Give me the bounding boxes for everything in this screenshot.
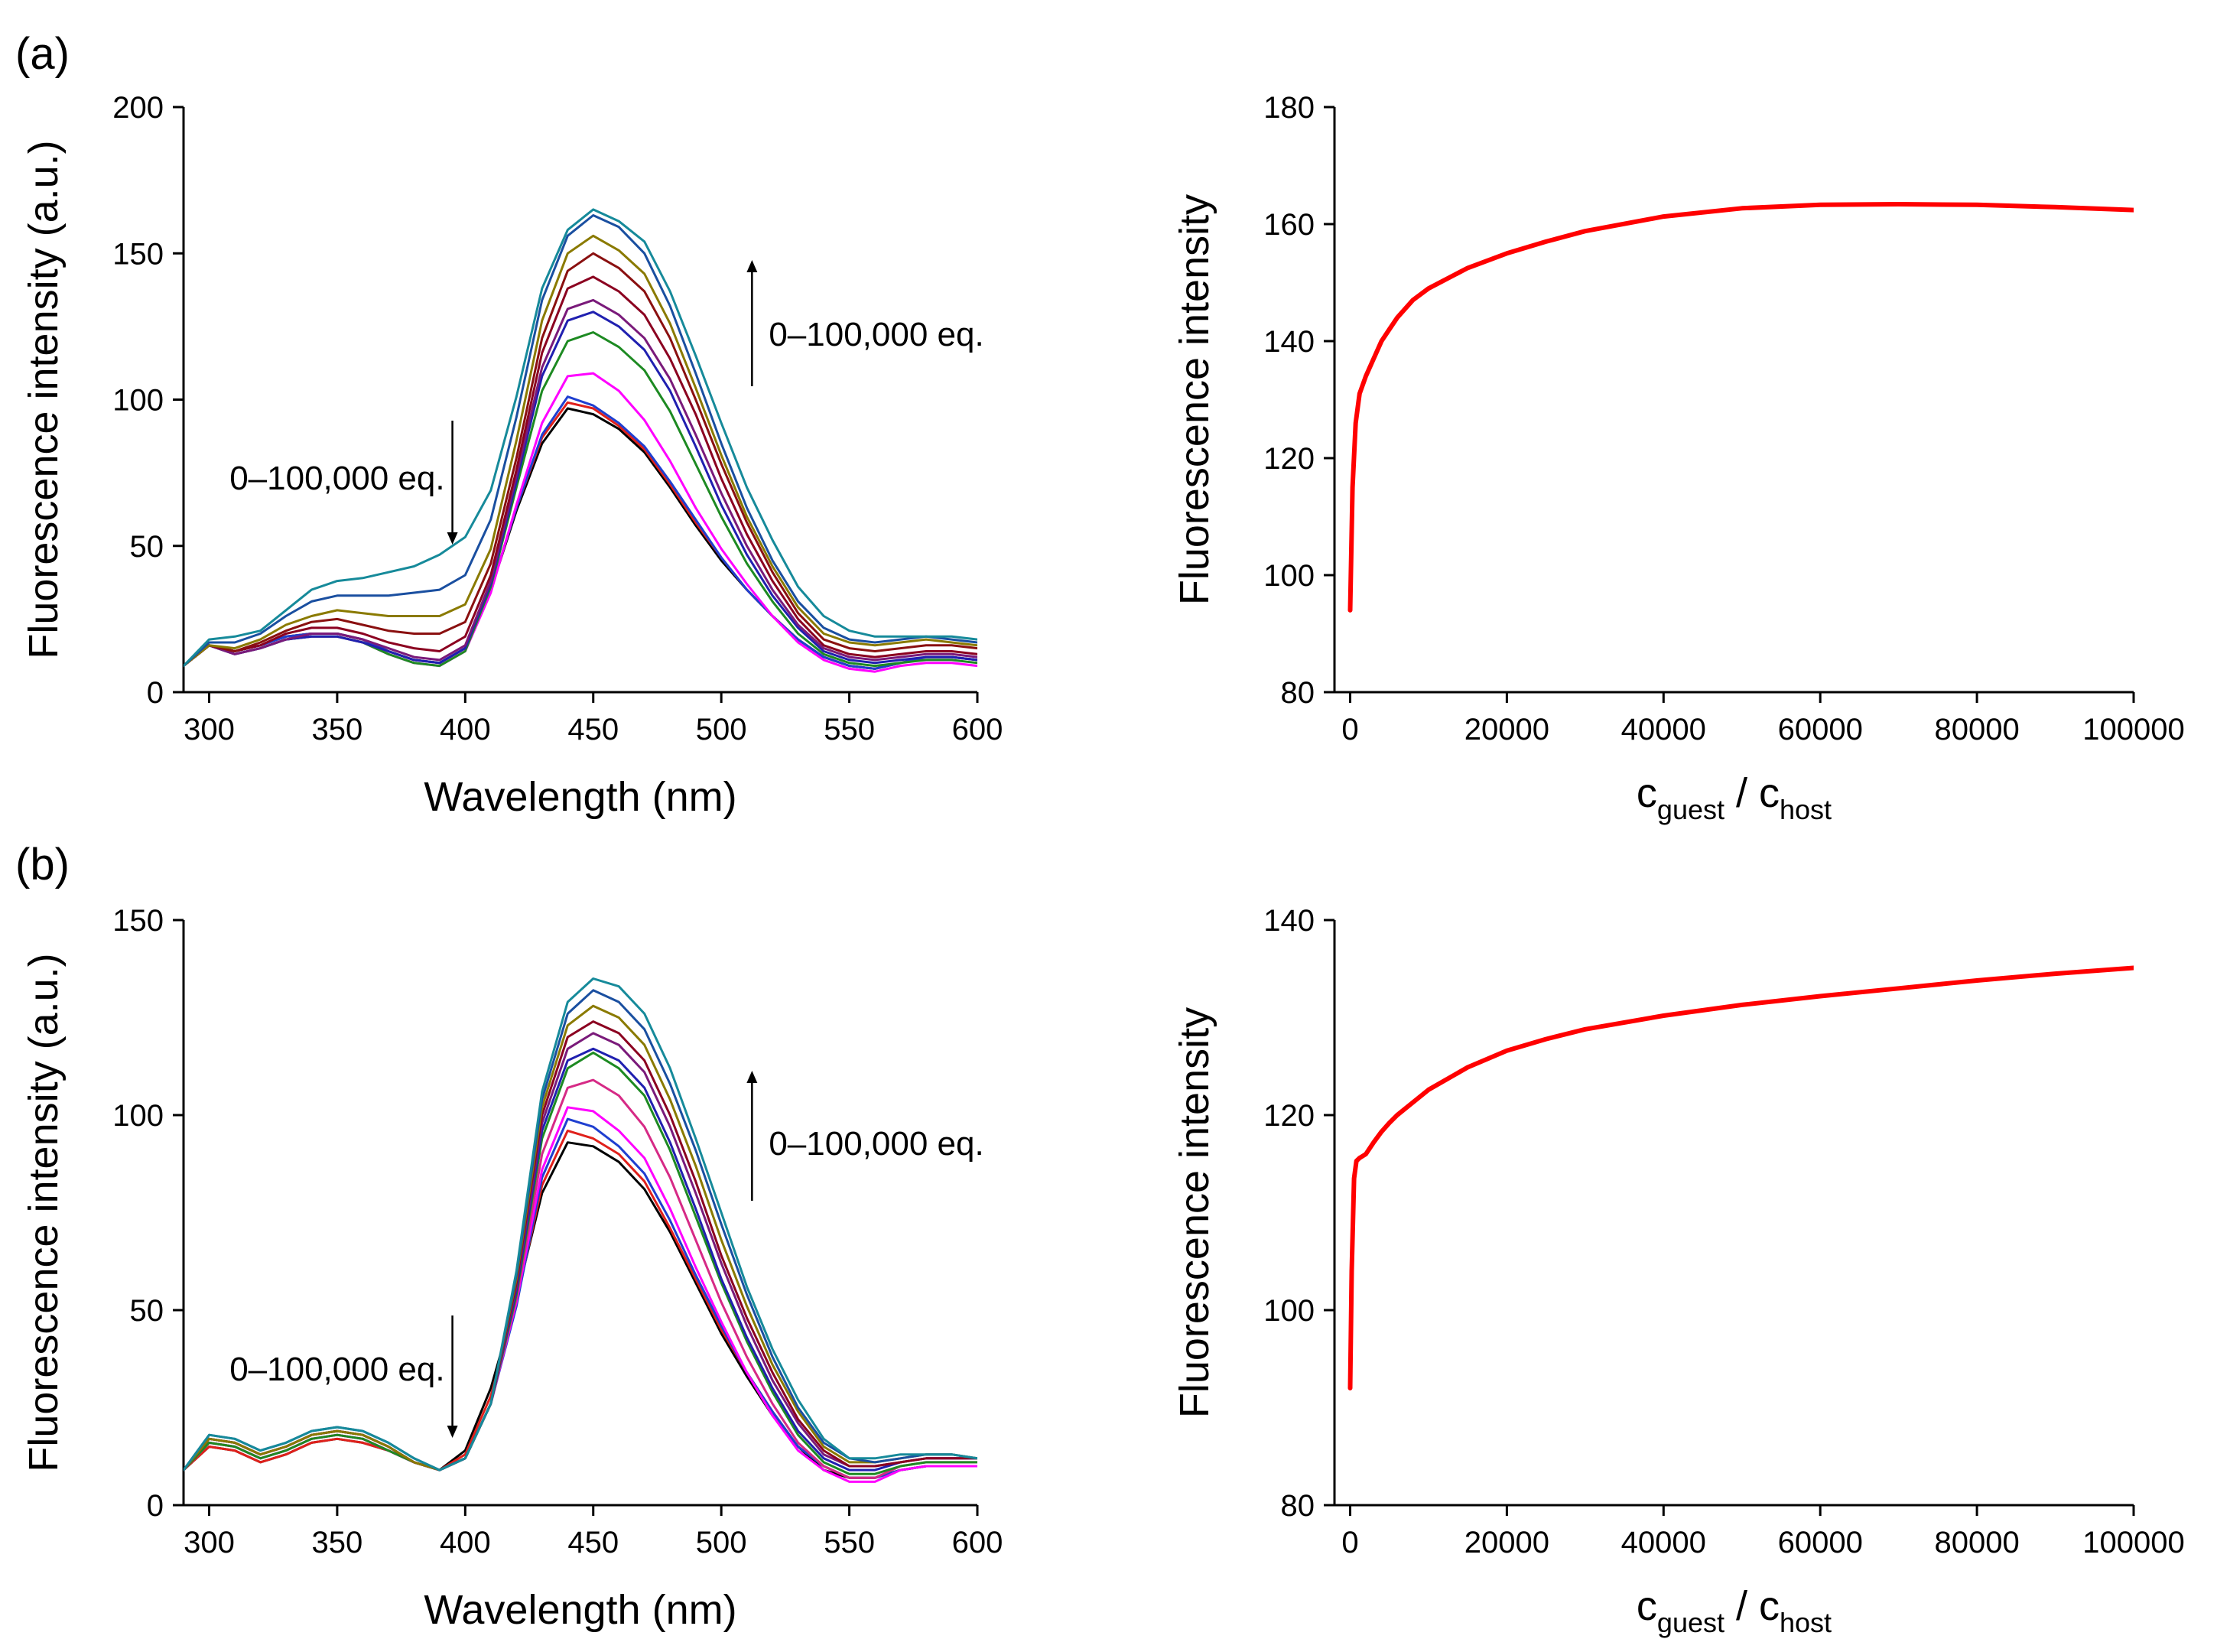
x-title-c: c xyxy=(1637,1583,1657,1629)
chart-a-right: 0 20000 40000 60000 80000 100000 80 100 120 140 16… xyxy=(1172,91,2185,825)
x-tick-label: 500 xyxy=(696,713,747,746)
x-title-sub-guest: guest xyxy=(1657,794,1725,825)
series-line-1 xyxy=(1347,965,2134,1390)
series-line-1 xyxy=(184,1141,977,1479)
series-line-7 xyxy=(184,298,977,668)
x-tick-label: 550 xyxy=(824,1526,875,1559)
annotation-arrow-head xyxy=(447,532,458,545)
y-tick-label: 140 xyxy=(1263,325,1315,359)
y-tick-label: 50 xyxy=(130,1294,164,1328)
x-tick-label: 550 xyxy=(824,713,875,746)
x-tick-label: 400 xyxy=(440,1526,491,1559)
series-line-3 xyxy=(184,1117,977,1479)
series-line-3 xyxy=(184,395,977,670)
y-tick-label: 150 xyxy=(112,237,164,271)
y-tick-label: 100 xyxy=(1263,1294,1315,1328)
annotation-arrow-head xyxy=(746,260,758,272)
x-tick-label: 350 xyxy=(312,713,363,746)
x-tick-label: 100000 xyxy=(2082,713,2184,746)
x-tick-label: 600 xyxy=(952,1526,1003,1559)
series-line-9 xyxy=(184,252,977,668)
x-tick-label: 40000 xyxy=(1621,713,1706,746)
x-tick-label: 400 xyxy=(440,713,491,746)
x-tick-label: 450 xyxy=(567,713,619,746)
annotation-arrow-head xyxy=(746,1071,758,1083)
x-tick-label: 0 xyxy=(1341,1526,1358,1559)
x-axis-title: cguest / chost xyxy=(1637,1583,1832,1638)
x-tick-label: 80000 xyxy=(1934,1526,2019,1559)
x-axis-title: Wavelength (nm) xyxy=(424,1587,736,1633)
series-line-8 xyxy=(184,1032,977,1472)
x-tick-label: 20000 xyxy=(1464,713,1549,746)
x-tick-label: 450 xyxy=(567,1526,619,1559)
chart-a-left: 300 350 400 450 500 550 600 0 50 100 150 200 Wavelen… xyxy=(21,91,1003,820)
annotation-label: 0–100,000 eq. xyxy=(229,1351,444,1388)
x-tick-label: 600 xyxy=(952,713,1003,746)
y-tick-label: 200 xyxy=(112,91,164,125)
series-line-9 xyxy=(184,1020,977,1472)
y-tick-label: 100 xyxy=(112,384,164,418)
y-axis-title: Fluorescence intensity (a.u.) xyxy=(21,140,67,659)
y-axis-title: Fluorescence intensity (a.u.) xyxy=(21,953,67,1472)
x-tick-label: 100000 xyxy=(2082,1526,2184,1559)
series-line-10 xyxy=(184,234,977,668)
series-line-7 xyxy=(184,1047,977,1472)
y-tick-label: 160 xyxy=(1263,208,1315,242)
annotation-arrow-head xyxy=(447,1426,458,1438)
series-line-2 xyxy=(184,1129,977,1479)
x-tick-label: 60000 xyxy=(1778,713,1863,746)
y-tick-label: 180 xyxy=(1263,91,1315,125)
series-line-11 xyxy=(184,214,977,668)
series-line-6 xyxy=(184,311,977,668)
series-line-10 xyxy=(184,1004,977,1472)
chart-b-left: 300 350 400 450 500 550 600 0 50 100 150 Wavelength… xyxy=(21,904,1003,1633)
series-line-6 xyxy=(184,1051,977,1475)
series-line-4 xyxy=(184,372,977,673)
y-tick-label: 0 xyxy=(147,1489,164,1523)
series-line-4 xyxy=(184,1106,977,1483)
x-axis-title: Wavelength (nm) xyxy=(424,774,736,820)
y-tick-label: 80 xyxy=(1281,1489,1315,1523)
series-line-12 xyxy=(184,208,977,668)
y-tick-label: 100 xyxy=(112,1099,164,1133)
x-title-sub-host: host xyxy=(1780,794,1832,825)
y-tick-label: 0 xyxy=(147,676,164,710)
annotation-label: 0–100,000 eq. xyxy=(769,1125,983,1163)
x-title-sub-guest: guest xyxy=(1657,1607,1725,1638)
x-tick-label: 40000 xyxy=(1621,1526,1706,1559)
series-line-1 xyxy=(1347,202,2134,613)
chart-b-right: 0 20000 40000 60000 80000 100000 80 100 120 140 cg… xyxy=(1172,904,2185,1638)
y-tick-label: 100 xyxy=(1263,559,1315,593)
x-tick-label: 20000 xyxy=(1464,1526,1549,1559)
annotation-label: 0–100,000 eq. xyxy=(769,316,983,353)
x-title-c: c xyxy=(1637,770,1657,816)
x-title-sub-host: host xyxy=(1780,1607,1832,1638)
panel-label-a: (a) xyxy=(15,29,70,79)
y-tick-label: 120 xyxy=(1263,1099,1315,1133)
x-tick-label: 80000 xyxy=(1934,713,2019,746)
series-line-8 xyxy=(184,275,977,668)
series-line-12 xyxy=(184,977,977,1472)
x-tick-label: 350 xyxy=(312,1526,363,1559)
panel-label-b: (b) xyxy=(15,840,70,889)
x-tick-label: 500 xyxy=(696,1526,747,1559)
y-tick-label: 150 xyxy=(112,904,164,938)
y-axis-title: Fluorescence intensity xyxy=(1172,194,1217,605)
y-tick-label: 120 xyxy=(1263,442,1315,476)
y-axis-title: Fluorescence intensity xyxy=(1172,1007,1217,1418)
x-tick-label: 300 xyxy=(184,1526,235,1559)
y-tick-label: 50 xyxy=(130,530,164,564)
x-tick-label: 300 xyxy=(184,713,235,746)
x-tick-label: 60000 xyxy=(1778,1526,1863,1559)
x-tick-label: 0 xyxy=(1341,713,1358,746)
y-tick-label: 80 xyxy=(1281,676,1315,710)
x-title-sep: / c xyxy=(1725,1583,1780,1629)
x-axis-title: cguest / chost xyxy=(1637,770,1832,825)
series-line-5 xyxy=(184,331,977,668)
series-line-11 xyxy=(184,989,977,1472)
x-title-sep: / c xyxy=(1725,770,1780,816)
annotation-label: 0–100,000 eq. xyxy=(229,460,444,497)
y-tick-label: 140 xyxy=(1263,904,1315,938)
